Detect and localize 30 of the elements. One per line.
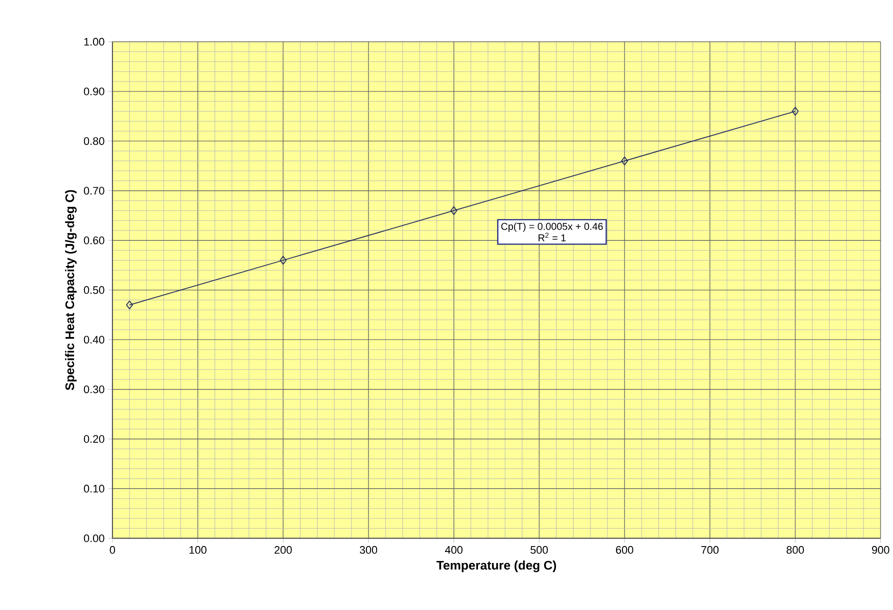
- y-tick-label: 1.00: [84, 38, 104, 46]
- annotation: Cp(T) = 0.0005x + 0.46: [501, 222, 603, 232]
- y-axis-title: Specific Heat Capacity (J/g-deg C): [65, 190, 77, 390]
- x-tick-label: 500: [530, 546, 548, 554]
- x-tick-label: 300: [360, 546, 378, 554]
- y-tick-label: 0.00: [84, 534, 104, 542]
- x-tick-label: 800: [786, 546, 804, 554]
- y-tick-label: 0.20: [84, 435, 104, 443]
- annotation: R$^{2}$ = 1: [538, 232, 566, 242]
- y-tick-label: 0.60: [84, 236, 104, 244]
- x-axis-title: Temperature (deg C): [436, 560, 556, 572]
- point: [280, 256, 287, 265]
- point: [621, 156, 628, 166]
- x-tick-label: 100: [190, 546, 206, 554]
- point: [450, 206, 458, 216]
- y-tick-label: 0.70: [84, 186, 104, 195]
- y-tick-label: 0.50: [84, 286, 104, 294]
- y-tick-label: 0.40: [84, 336, 104, 344]
- x-tick-label: 600: [616, 546, 634, 554]
- x-tick-label: 400: [445, 546, 463, 554]
- y-tick-label: 0.90: [84, 88, 104, 96]
- x-tick-label: 200: [274, 546, 292, 554]
- x-tick-label: 0: [110, 546, 116, 554]
- x-tick-label: 900: [872, 546, 890, 554]
- y-tick-label: 0.10: [84, 484, 104, 493]
- y-tick-label: 0.80: [84, 137, 104, 145]
- y-tick-label: 0.30: [84, 386, 104, 394]
- point: [792, 106, 799, 116]
- point: [126, 300, 133, 310]
- x-tick-label: 700: [701, 546, 719, 554]
